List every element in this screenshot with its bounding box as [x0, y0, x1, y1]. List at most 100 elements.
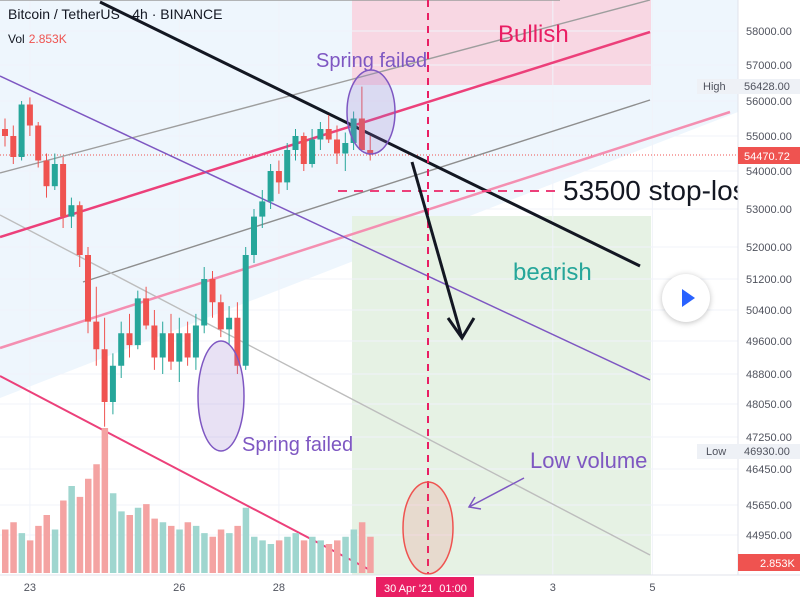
price-tick-label: 46450.00	[746, 464, 792, 476]
candle-body	[85, 255, 91, 322]
volume-bar	[201, 533, 208, 573]
volume-bar	[325, 544, 333, 573]
price-tick-label: 48050.00	[746, 399, 792, 411]
play-icon	[682, 289, 695, 307]
candle-body	[267, 171, 274, 202]
candle-body	[309, 139, 316, 164]
volume-bar	[192, 525, 200, 573]
candle-body	[350, 118, 357, 143]
candle-body	[201, 279, 208, 326]
volume-bar	[68, 486, 75, 573]
spring-ellipse-top	[346, 69, 396, 155]
candle-body	[342, 143, 349, 154]
candle-body	[101, 349, 108, 402]
volume-bar	[35, 525, 42, 573]
candle-body	[35, 125, 42, 161]
volume-bar	[26, 540, 34, 573]
price-tick-label: 54000.00	[746, 166, 792, 178]
volume-bar	[217, 529, 225, 573]
candle-body	[143, 298, 150, 326]
volume-bar	[51, 529, 59, 573]
high-badge-label: High	[703, 81, 726, 93]
volume-bar	[126, 515, 133, 573]
candle-body	[217, 302, 224, 330]
candle-body	[284, 150, 291, 183]
spring-failed-label-top: Spring failed	[316, 50, 427, 72]
low-volume-label: Low volume	[530, 448, 647, 473]
volume-legend-label: Vol	[8, 32, 25, 46]
volume-legend: Vol 2.853K	[8, 32, 67, 46]
time-tick-label: 26	[173, 582, 185, 594]
channel-line-pink-2	[0, 110, 731, 350]
volume-bar	[267, 544, 275, 573]
volume-bar	[10, 522, 17, 573]
volume-bar	[134, 507, 142, 573]
candle-body	[51, 164, 58, 187]
price-tick-label: 44950.00	[746, 530, 792, 542]
volume-bar	[259, 540, 266, 573]
volume-bar	[234, 525, 241, 573]
volume-bar	[334, 540, 341, 573]
volume-bar	[317, 540, 324, 573]
trend-line-black	[99, 0, 641, 268]
time-scale-ticks: 23 26 28 3 5	[24, 582, 656, 594]
candle-body	[109, 365, 116, 402]
low-volume-arrow	[468, 477, 525, 508]
low-volume-ellipse	[402, 481, 454, 575]
volume-bar	[43, 515, 50, 573]
candle-body	[242, 255, 249, 366]
stop-loss-label: 53500 stop-loss	[563, 175, 761, 206]
bearish-zone	[352, 216, 651, 575]
volume-bar	[118, 511, 125, 573]
price-scale-bg[interactable]	[738, 0, 800, 598]
projection-arrow-head	[446, 317, 476, 341]
price-tick-label: 51200.00	[746, 274, 792, 286]
time-tick-label: 5	[649, 582, 655, 594]
time-tick-label: 23	[24, 582, 36, 594]
candle-body	[26, 104, 33, 126]
symbol-header[interactable]: Bitcoin / TetherUS · 4h · BINANCE	[8, 6, 222, 22]
candle-body	[226, 317, 233, 330]
candle-body	[10, 136, 17, 157]
low-badge	[697, 444, 800, 459]
price-tick-label: 48800.00	[746, 369, 792, 381]
current-price-value: 54470.72	[744, 151, 790, 163]
price-tick-label: 47250.00	[746, 432, 792, 444]
candles	[2, 86, 374, 427]
volume-badge	[738, 554, 800, 571]
channel-fill	[0, 0, 738, 398]
volume-bar	[176, 529, 183, 573]
volume-bar	[109, 493, 117, 573]
volume-bar	[76, 496, 84, 573]
candle-body	[76, 205, 83, 255]
candle-body	[151, 325, 158, 358]
high-badge	[697, 79, 800, 94]
symbol-title[interactable]: Bitcoin / TetherUS · 4h · BINANCE	[8, 6, 223, 22]
volume-bar	[275, 540, 283, 573]
candle-body	[259, 201, 266, 217]
volume-bar	[300, 540, 308, 573]
candle-body	[176, 333, 183, 362]
play-button[interactable]	[662, 274, 710, 322]
spring-failed-label-bottom: Spring failed	[242, 434, 353, 456]
volume-bar	[18, 533, 26, 573]
price-tick-label: 55000.00	[746, 131, 792, 143]
candle-body	[18, 104, 25, 157]
volume-bar	[101, 428, 109, 573]
price-tick-label: 45650.00	[746, 500, 792, 512]
volume-legend-value: 2.853K	[28, 32, 67, 46]
bearish-label: bearish	[513, 259, 592, 286]
candle-body	[234, 317, 241, 366]
price-tick-label: 56000.00	[746, 96, 792, 108]
candle-body	[184, 333, 191, 358]
channel-line-gray-3	[82, 99, 651, 283]
volume-bar	[168, 525, 175, 573]
volume-bar	[143, 504, 150, 573]
candle-body	[43, 160, 50, 187]
volume-bars	[2, 428, 374, 573]
price-tick-label: 49600.00	[746, 336, 792, 348]
candle-body	[2, 129, 8, 136]
candle-body	[93, 321, 100, 350]
low-volume-arrow-head	[467, 496, 482, 510]
